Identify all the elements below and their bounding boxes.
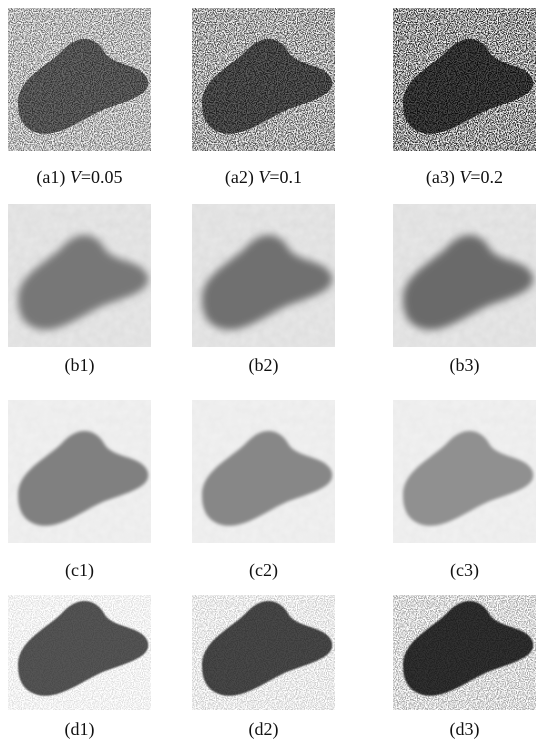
image-noise [393,595,536,738]
image [8,595,151,738]
image [192,400,335,543]
caption: (a3) V=0.2 [426,167,503,188]
caption: (d3) [450,719,480,740]
image-noise [393,8,536,151]
image-cell: (a1) V=0.05 [8,8,151,188]
caption-label: (d3) [450,719,480,740]
image-cell: (d3) [393,595,536,740]
caption-value: =0.1 [269,167,302,187]
caption: (a2) V=0.1 [225,167,302,188]
caption-label: (c1) [65,560,94,581]
image [8,400,151,543]
figure: (a1) V=0.05 (a2) V=0.1 (a3) V=0.2 (b1) (b2) (… [0,0,537,744]
image [192,595,335,738]
caption-label: (a2) [225,167,254,188]
image-cell: (c3) [393,400,536,581]
image-cell: (c2) [192,400,335,581]
image [8,8,151,151]
image [192,8,335,151]
image-noise [192,8,335,151]
caption: (c2) [249,560,278,581]
image-cell: (c1) [8,400,151,581]
image-cell: (a2) V=0.1 [192,8,335,188]
caption: (a1) V=0.05 [36,167,122,188]
image [393,204,536,347]
caption-label: (d1) [65,719,95,740]
image-cell: (b2) [192,204,335,376]
caption-label: (c2) [249,560,278,581]
caption: (d1) [65,719,95,740]
image [393,595,536,738]
caption-label: (d2) [249,719,279,740]
caption-label: (a1) [36,167,65,188]
image-cell: (b3) [393,204,536,376]
caption-label: (b2) [249,355,279,376]
image [393,400,536,543]
image-cell: (d2) [192,595,335,740]
caption-label: (a3) [426,167,455,188]
image-cell: (d1) [8,595,151,740]
caption-value: =0.05 [81,167,123,187]
image-noise [8,595,151,738]
image-cell: (b1) [8,204,151,376]
caption: (b1) [65,355,95,376]
caption: (b3) [450,355,480,376]
caption-label: (b1) [65,355,95,376]
image [192,204,335,347]
caption-label: (c3) [450,560,479,581]
caption-value: =0.2 [470,167,503,187]
caption-label: (b3) [450,355,480,376]
image [393,8,536,151]
image-noise [8,8,151,151]
image-grid: (a1) V=0.05 (a2) V=0.1 (a3) V=0.2 (b1) (b2) (… [8,8,536,740]
caption: (b2) [249,355,279,376]
caption: (d2) [249,719,279,740]
image-noise [192,595,335,738]
image-cell: (a3) V=0.2 [393,8,536,188]
image [8,204,151,347]
caption: (c1) [65,560,94,581]
caption: (c3) [450,560,479,581]
